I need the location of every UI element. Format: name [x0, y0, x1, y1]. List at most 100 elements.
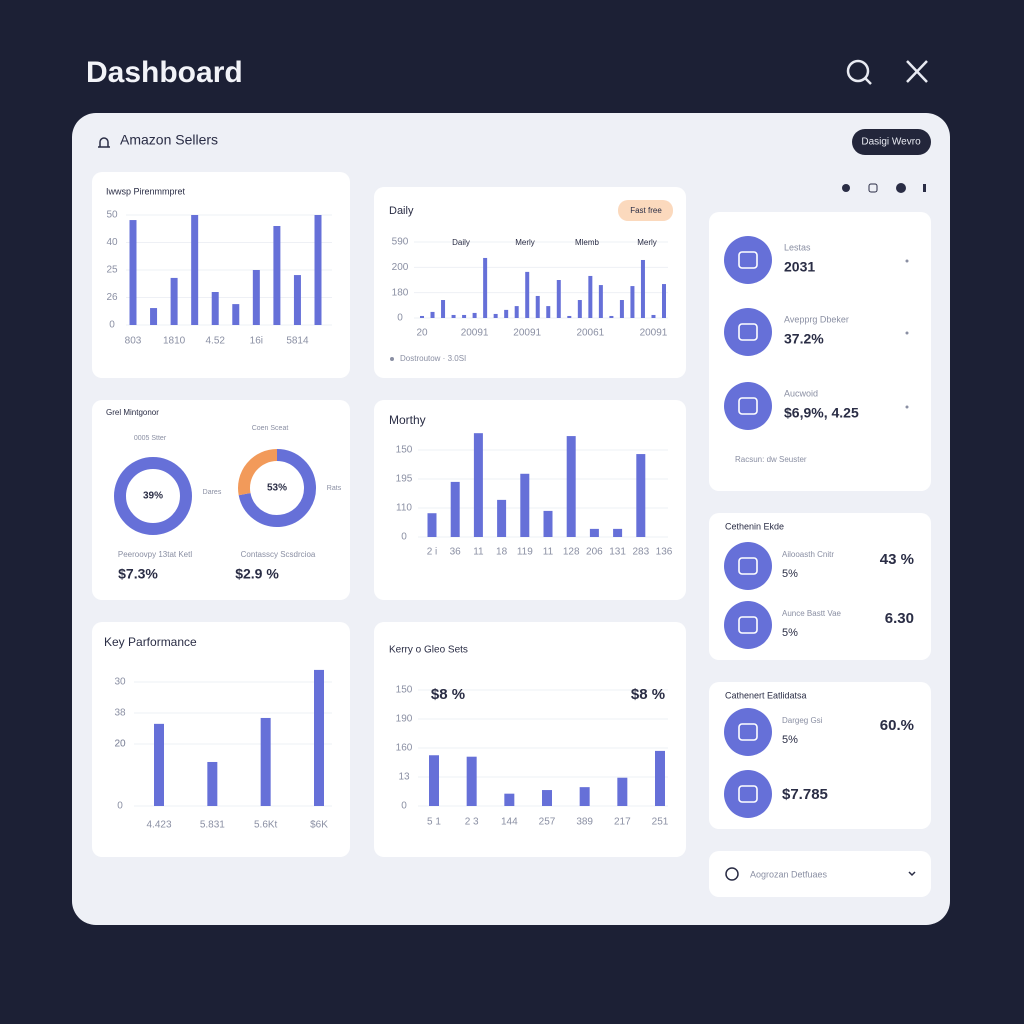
bar	[579, 787, 590, 806]
donut-caption: 0005 Stter	[134, 435, 167, 442]
x-tick-label: 18	[496, 547, 508, 558]
bar	[609, 315, 614, 318]
search-box[interactable]	[709, 851, 931, 897]
x-tick-label: 5.6Kt	[254, 820, 278, 831]
stat-icon-glyph	[738, 616, 758, 634]
y-tick-label: 0	[397, 313, 403, 324]
y-tick-label: 180	[392, 287, 409, 298]
bar	[567, 315, 572, 318]
bar	[211, 292, 219, 325]
bar	[472, 312, 477, 318]
bar	[191, 215, 199, 325]
bar	[427, 513, 437, 537]
bar	[504, 793, 515, 806]
bar	[497, 499, 507, 537]
badge	[618, 200, 673, 221]
bar	[655, 750, 665, 806]
pin-icon	[390, 357, 394, 361]
stat-value: 37.2%	[784, 331, 824, 347]
bar	[546, 306, 551, 318]
x-tick-label: 131	[609, 547, 626, 558]
header-button-label: Dasigi Wevro	[861, 137, 921, 148]
x-tick-label: 20091	[461, 328, 489, 339]
stat-more-dot	[905, 259, 909, 263]
stat-icon	[724, 542, 772, 590]
stat-value: 6.30	[885, 610, 914, 627]
donut-center-label: 53%	[267, 483, 287, 494]
bar	[651, 314, 656, 318]
stat-icon	[724, 308, 772, 356]
x-tick-label: 20	[416, 328, 428, 339]
chart-title: Daily	[389, 205, 414, 217]
bar	[630, 286, 635, 318]
donut-segment	[238, 449, 278, 496]
bar	[588, 275, 593, 318]
donut-center-label: 39%	[143, 491, 163, 502]
stat-sub: 5%	[782, 627, 798, 639]
x-tick-label: 283	[632, 547, 649, 558]
bar	[514, 306, 519, 318]
y-tick-label: 195	[396, 474, 413, 485]
x-tick-label: $6K	[310, 820, 328, 831]
donut-caption: Coen Sceat	[252, 425, 289, 432]
y-tick-label: 590	[392, 237, 409, 248]
y-tick-label: 110	[396, 503, 412, 514]
y-tick-label: 0	[117, 801, 123, 812]
x-tick-label: 206	[586, 547, 603, 558]
bar	[252, 270, 260, 325]
search-placeholder: Aogrozan Detfuaes	[750, 869, 828, 879]
bar	[556, 280, 561, 318]
x-tick-label: 803	[125, 336, 142, 347]
x-tick-label: 20091	[640, 328, 668, 339]
x-tick-label: 5 1	[427, 817, 441, 828]
y-tick-label: 0	[401, 532, 407, 543]
bar	[640, 259, 645, 318]
bar	[619, 300, 624, 318]
search-icon	[725, 867, 739, 881]
stat-value: 2031	[784, 259, 815, 275]
bar	[466, 756, 477, 806]
y-tick-label: 0	[401, 801, 407, 812]
bar	[617, 777, 628, 806]
bar	[589, 528, 599, 537]
stat-icon	[724, 770, 772, 818]
bar	[232, 304, 240, 325]
y-tick-label: 150	[396, 445, 413, 456]
x-tick-label: 20061	[576, 328, 604, 339]
bar	[273, 226, 281, 325]
bar	[535, 295, 540, 318]
bar	[441, 300, 446, 318]
stat-sub: $7.785	[782, 786, 828, 803]
card-footer: Racsun: dw Seuster	[735, 455, 807, 464]
stat-icon	[724, 382, 772, 430]
donut-side-label: Dares	[203, 489, 222, 496]
y-tick-label: 40	[106, 237, 118, 248]
bar	[504, 309, 509, 318]
highlight: $8 %	[431, 686, 465, 703]
stat-more-dot	[905, 331, 909, 335]
search-button[interactable]	[846, 59, 872, 85]
bar	[613, 528, 623, 537]
chart-title: Iwwsp Pirenmmpret	[106, 186, 186, 196]
close-button[interactable]	[906, 60, 928, 83]
donut-side-label: Rats	[327, 485, 342, 492]
y-tick-label: 26	[106, 292, 118, 303]
toolbar-icons	[842, 183, 926, 193]
bar	[293, 275, 301, 325]
stat-icon	[724, 708, 772, 756]
bar	[150, 308, 158, 325]
x-tick-label: 2 3	[465, 817, 479, 828]
x-tick-label: 4.423	[146, 820, 171, 831]
column-label: Mlemb	[575, 238, 600, 247]
x-tick-label: 1810	[163, 336, 186, 347]
y-tick-label: 50	[106, 210, 118, 221]
stat-icon-glyph	[738, 723, 758, 741]
bar	[543, 510, 553, 537]
bar	[462, 314, 467, 318]
bar	[483, 257, 488, 318]
header-button[interactable]	[852, 129, 931, 155]
x-tick-label: 5814	[286, 336, 309, 347]
bar	[577, 300, 582, 318]
stat-icon-glyph	[738, 251, 758, 269]
